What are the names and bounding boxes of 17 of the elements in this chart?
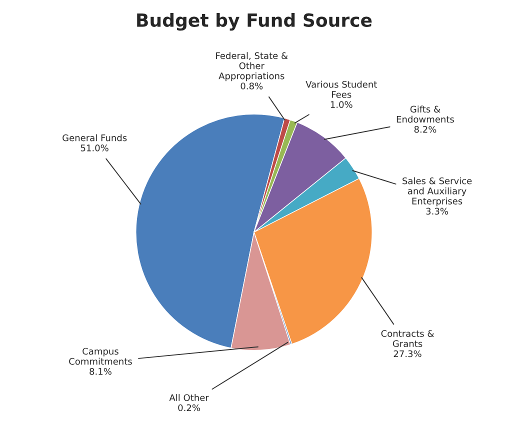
slice-label: Gifts & Endowments <box>396 106 454 123</box>
slice-label: General Funds <box>62 134 127 142</box>
data-label: 3.3% <box>426 208 448 215</box>
data-label: 8.1% <box>90 368 112 375</box>
data-label: 0.2% <box>178 404 200 412</box>
data-label: 1.0% <box>330 101 352 108</box>
data-label: 8.2% <box>414 126 436 133</box>
data-label: 51.0% <box>80 144 108 152</box>
slice-label: All Other <box>169 394 209 402</box>
slice-label: Sales & Service and Auxiliary Enterprises <box>402 177 472 206</box>
data-label: 0.8% <box>240 82 263 90</box>
slice-label: Federal, State & Other Appropriations <box>216 52 288 82</box>
data-label: 27.3% <box>394 350 422 358</box>
slice-label: Various Student Fees <box>306 80 377 98</box>
slice-label: Contracts & Grants <box>381 330 434 348</box>
slice-label: Campus Commitments <box>69 348 132 365</box>
chart-title: Budget by Fund Source <box>137 12 372 31</box>
